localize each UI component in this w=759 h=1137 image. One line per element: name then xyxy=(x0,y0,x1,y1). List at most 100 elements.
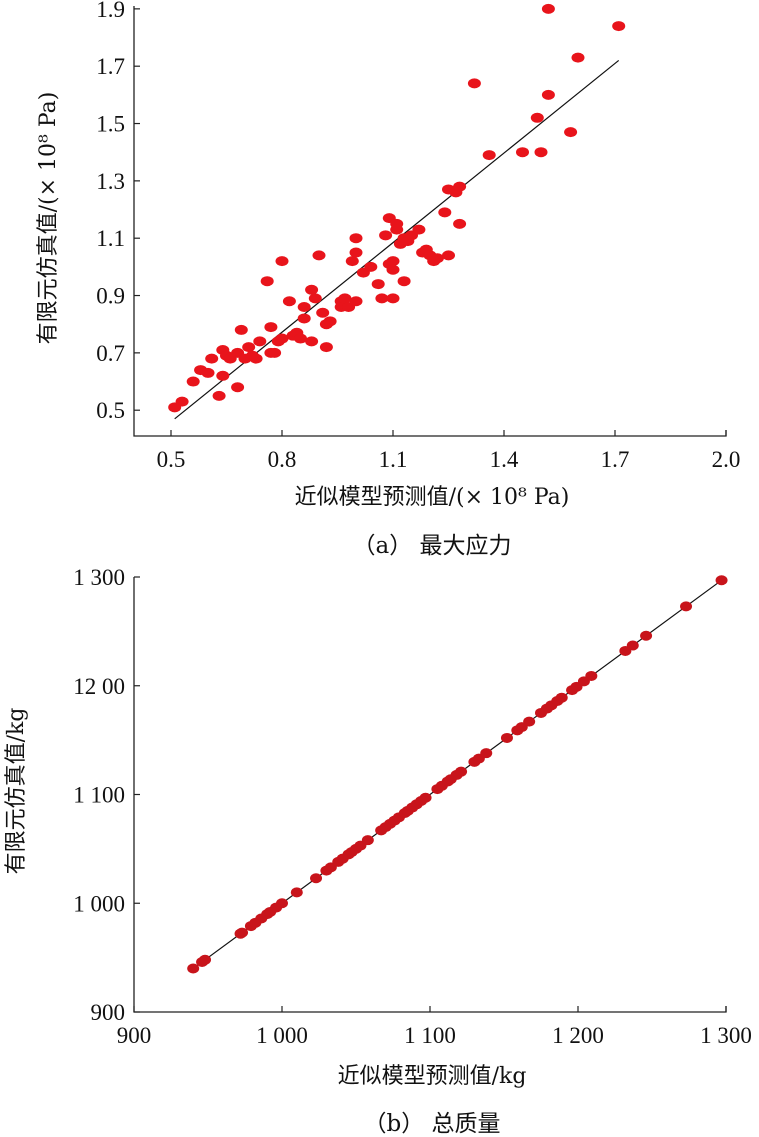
data-point xyxy=(438,207,452,218)
data-points xyxy=(168,3,626,413)
data-point xyxy=(390,224,404,235)
y-tick-label: 1.3 xyxy=(96,169,125,194)
data-point xyxy=(276,898,288,909)
data-point xyxy=(386,293,400,304)
y-tick-label: 1 000 xyxy=(73,891,125,916)
data-point xyxy=(467,78,481,89)
x-tick-label: 1 100 xyxy=(404,1023,456,1048)
x-tick-label: 0.8 xyxy=(268,447,297,472)
y-tick-label: 1.7 xyxy=(96,54,125,79)
x-tick-label: 1 200 xyxy=(552,1023,604,1048)
x-tick-label: 1.4 xyxy=(490,447,519,472)
data-point xyxy=(626,640,639,651)
x-tick-label: 1.7 xyxy=(601,447,630,472)
data-points xyxy=(187,575,728,974)
data-point xyxy=(516,147,529,158)
y-tick-label: 12 00 xyxy=(73,674,125,699)
y-axis-label: 有限元仿真值/kg xyxy=(4,708,29,875)
data-point xyxy=(371,279,385,290)
data-point xyxy=(541,89,555,100)
x-tick-label: 1.1 xyxy=(379,447,408,472)
data-point xyxy=(275,333,289,344)
x-tick-label: 1 000 xyxy=(256,1023,308,1048)
data-point xyxy=(253,336,267,347)
x-tick-label: 1 300 xyxy=(700,1023,752,1048)
y-tick-label: 900 xyxy=(91,1000,126,1025)
data-point xyxy=(297,313,311,324)
chart-max-stress: 0.5 0.8 1.1 1.4 1.7 2.0 0.5 0.7 0.9 1.1 1.3 1.5 1.7… xyxy=(36,0,740,559)
data-point xyxy=(386,264,400,275)
y-axis-ticks: 0.5 0.7 0.9 1.1 1.3 1.5 1.7 1.9 xyxy=(96,0,140,423)
data-point xyxy=(205,353,219,364)
x-tick-label: 900 xyxy=(117,1023,152,1048)
data-point xyxy=(453,218,467,229)
data-point xyxy=(386,256,400,267)
data-point xyxy=(480,748,493,759)
data-point xyxy=(541,3,555,14)
data-point xyxy=(175,396,189,407)
data-point xyxy=(564,127,578,138)
data-point xyxy=(361,835,374,846)
data-point xyxy=(612,21,626,32)
data-point xyxy=(312,250,326,261)
data-point xyxy=(260,276,274,287)
data-point xyxy=(242,342,256,353)
data-point xyxy=(585,670,598,681)
data-point xyxy=(364,261,378,272)
data-point xyxy=(419,792,432,803)
data-point xyxy=(268,347,282,358)
data-point xyxy=(640,630,653,641)
data-point xyxy=(412,224,426,235)
data-point xyxy=(275,256,289,267)
x-axis-label: 近似模型预测值/kg xyxy=(338,1064,527,1089)
data-point xyxy=(375,293,389,304)
data-point xyxy=(323,316,337,327)
y-tick-label: 1.5 xyxy=(96,112,125,137)
x-tick-label: 0.5 xyxy=(157,447,186,472)
fit-line-segment xyxy=(174,59,620,420)
data-point xyxy=(500,732,513,743)
data-point xyxy=(455,766,468,777)
fit-line xyxy=(174,59,620,420)
caption-b: （b） 总质量 xyxy=(363,1111,500,1137)
data-point xyxy=(234,324,248,335)
y-tick-label: 0.7 xyxy=(96,341,125,366)
data-point xyxy=(282,296,296,307)
data-point xyxy=(571,52,585,63)
data-point xyxy=(316,307,330,318)
data-point xyxy=(231,382,245,393)
data-point xyxy=(523,716,536,727)
data-point xyxy=(187,963,200,974)
data-point xyxy=(715,575,728,586)
data-point xyxy=(186,376,200,387)
data-point xyxy=(201,367,215,378)
data-point xyxy=(305,336,319,347)
y-tick-label: 1.9 xyxy=(96,0,125,22)
data-point xyxy=(199,954,212,965)
data-point xyxy=(216,370,230,381)
y-axis-label: 有限元仿真值/(× 10⁸ Pa) xyxy=(36,92,61,345)
data-point xyxy=(297,302,311,312)
data-point xyxy=(349,296,363,307)
data-point xyxy=(308,293,322,304)
data-point xyxy=(338,293,352,304)
y-tick-label: 1.1 xyxy=(96,226,125,251)
x-axis-ticks: 0.5 0.8 1.1 1.4 1.7 2.0 xyxy=(157,430,741,472)
caption-a: （a） 最大应力 xyxy=(352,533,511,559)
data-point xyxy=(680,601,693,612)
x-axis-label: 近似模型预测值/(× 10⁸ Pa) xyxy=(295,485,570,510)
data-point xyxy=(305,284,319,295)
data-point xyxy=(249,353,263,364)
data-point xyxy=(349,233,363,244)
data-point xyxy=(290,887,303,898)
data-point xyxy=(453,181,467,192)
data-point xyxy=(294,333,307,344)
data-point xyxy=(555,692,568,703)
data-point xyxy=(310,873,323,884)
y-axis-ticks: 900 1 000 1 100 12 00 1 300 xyxy=(73,565,140,1025)
data-point xyxy=(530,112,544,123)
data-point xyxy=(349,247,363,258)
x-tick-label: 2.0 xyxy=(712,447,741,472)
y-tick-label: 1 100 xyxy=(73,783,125,808)
